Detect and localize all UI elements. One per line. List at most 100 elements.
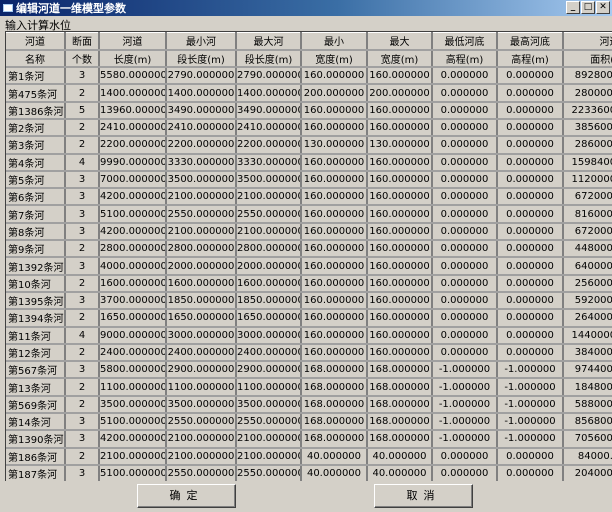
table-cell[interactable]: 3	[65, 291, 100, 311]
table-cell[interactable]: 2800.000000	[236, 239, 302, 259]
table-cell[interactable]: 0.000000	[497, 447, 564, 466]
table-cell[interactable]: 160.000000	[367, 187, 433, 207]
table-row[interactable]: 第11条河 4 9000.000000 3000.000000 3000.000000 1…	[6, 326, 612, 345]
ok-button[interactable]: 确定	[137, 484, 236, 508]
table-cell[interactable]: 2100.000000	[236, 222, 302, 242]
table-cell[interactable]: 3700.000000	[99, 291, 167, 311]
table-cell[interactable]: 0.000000	[432, 343, 498, 363]
table-cell[interactable]: 2800.000000	[99, 239, 167, 259]
table-cell[interactable]: 1850.000000	[236, 291, 302, 311]
table-cell[interactable]: 2790.000000	[236, 66, 302, 86]
table-cell[interactable]: 2000.000000	[166, 256, 237, 276]
table-cell[interactable]: 1850.000000	[166, 291, 237, 311]
table-cell[interactable]: 705600.000000	[563, 429, 612, 449]
table-cell[interactable]: 4200.000000	[99, 187, 167, 207]
table-cell[interactable]: 0.000000	[497, 256, 564, 276]
table-cell[interactable]: 160.000000	[301, 308, 368, 328]
table-cell[interactable]: 448000.000000	[563, 239, 612, 259]
table-cell[interactable]: -1.000000	[432, 412, 498, 432]
table-cell[interactable]: 5800.000000	[99, 360, 167, 380]
table-cell[interactable]: 0.000000	[432, 308, 498, 328]
table-cell[interactable]: 974400.000000	[563, 360, 612, 380]
minimize-button[interactable]: _	[566, 1, 580, 14]
table-cell[interactable]: 13960.000000	[99, 101, 167, 121]
river-name-cell[interactable]: 第3条河	[6, 135, 66, 155]
table-cell[interactable]: 2550.000000	[166, 204, 237, 224]
table-cell[interactable]: 2	[65, 83, 100, 103]
table-cell[interactable]: 4000.000000	[99, 256, 167, 276]
table-row[interactable]: 第1392条河 3 4000.000000 2000.000000 2000.00000…	[6, 256, 612, 276]
table-cell[interactable]: 3500.000000	[166, 395, 237, 415]
table-cell[interactable]: 40.000000	[301, 447, 368, 466]
table-cell[interactable]: 2400.000000	[236, 343, 302, 363]
table-cell[interactable]: 3500.000000	[99, 395, 167, 415]
table-cell[interactable]: 2400.000000	[99, 343, 167, 363]
table-cell[interactable]: 2	[65, 343, 100, 363]
table-cell[interactable]: 168.000000	[301, 377, 368, 397]
table-cell[interactable]: 160.000000	[301, 343, 368, 363]
table-cell[interactable]: 168.000000	[367, 395, 433, 415]
table-cell[interactable]: 3	[65, 204, 100, 224]
river-name-cell[interactable]: 第10条河	[6, 274, 66, 293]
table-cell[interactable]: 3	[65, 187, 100, 207]
table-cell[interactable]: 0.000000	[497, 101, 564, 121]
table-cell[interactable]: 3	[65, 429, 100, 449]
table-cell[interactable]: 0.000000	[432, 326, 498, 345]
table-cell[interactable]: 3500.000000	[166, 170, 237, 190]
table-cell[interactable]: 1598400.000000	[563, 153, 612, 172]
table-cell[interactable]: 2	[65, 395, 100, 415]
title-bar[interactable]: 编辑河道一维模型参数 _ □ ✕	[0, 0, 612, 16]
table-cell[interactable]: 3000.000000	[166, 326, 237, 345]
table-cell[interactable]: 2	[65, 118, 100, 138]
table-cell[interactable]: 2410.000000	[236, 118, 302, 138]
table-cell[interactable]: 1100.000000	[236, 377, 302, 397]
table-cell[interactable]: 2200.000000	[166, 135, 237, 155]
table-cell[interactable]: 0.000000	[497, 83, 564, 103]
table-cell[interactable]: 168.000000	[367, 412, 433, 432]
table-row[interactable]: 第187条河 3 5100.000000 2550.000000 2550.000000…	[6, 464, 612, 481]
table-cell[interactable]: 672000.000000	[563, 187, 612, 207]
table-cell[interactable]: 2000.000000	[236, 256, 302, 276]
table-cell[interactable]: 3500.000000	[236, 170, 302, 190]
river-name-cell[interactable]: 第4条河	[6, 153, 66, 172]
table-cell[interactable]: 160.000000	[301, 118, 368, 138]
table-cell[interactable]: -1.000000	[497, 412, 564, 432]
table-cell[interactable]: 160.000000	[367, 170, 433, 190]
table-cell[interactable]: 1100.000000	[166, 377, 237, 397]
river-name-cell[interactable]: 第475条河	[6, 83, 66, 103]
table-cell[interactable]: 2550.000000	[236, 464, 302, 481]
river-name-cell[interactable]: 第1394条河	[6, 308, 66, 328]
table-cell[interactable]: 168.000000	[367, 429, 433, 449]
table-cell[interactable]: 384000.000000	[563, 343, 612, 363]
table-cell[interactable]: 5580.000000	[99, 66, 167, 86]
table-cell[interactable]: -1.000000	[497, 395, 564, 415]
table-cell[interactable]: 2790.000000	[166, 66, 237, 86]
table-cell[interactable]: 160.000000	[301, 101, 368, 121]
table-cell[interactable]: 1600.000000	[99, 274, 167, 293]
table-cell[interactable]: 0.000000	[432, 101, 498, 121]
table-cell[interactable]: 286000.000000	[563, 135, 612, 155]
table-cell[interactable]: 160.000000	[367, 256, 433, 276]
table-cell[interactable]: 160.000000	[367, 239, 433, 259]
table-cell[interactable]: 0.000000	[497, 118, 564, 138]
table-cell[interactable]: 2100.000000	[236, 429, 302, 449]
table-cell[interactable]: 160.000000	[367, 326, 433, 345]
table-cell[interactable]: 160.000000	[367, 274, 433, 293]
river-name-cell[interactable]: 第1390条河	[6, 429, 66, 449]
river-name-cell[interactable]: 第1386条河	[6, 101, 66, 121]
table-cell[interactable]: 592000.000000	[563, 291, 612, 311]
table-cell[interactable]: 3	[65, 464, 100, 481]
table-cell[interactable]: 160.000000	[367, 118, 433, 138]
table-cell[interactable]: 856800.000000	[563, 412, 612, 432]
table-cell[interactable]: 2800.000000	[166, 239, 237, 259]
table-row[interactable]: 第3条河 2 2200.000000 2200.000000 2200.000000 13…	[6, 135, 612, 155]
river-name-cell[interactable]: 第13条河	[6, 377, 66, 397]
table-cell[interactable]: 2550.000000	[236, 412, 302, 432]
table-cell[interactable]: 640000.000000	[563, 256, 612, 276]
table-cell[interactable]: 2	[65, 308, 100, 328]
table-cell[interactable]: 2	[65, 135, 100, 155]
table-cell[interactable]: 3	[65, 66, 100, 86]
table-cell[interactable]: 0.000000	[432, 464, 498, 481]
table-cell[interactable]: 2100.000000	[236, 447, 302, 466]
table-cell[interactable]: 2900.000000	[236, 360, 302, 380]
